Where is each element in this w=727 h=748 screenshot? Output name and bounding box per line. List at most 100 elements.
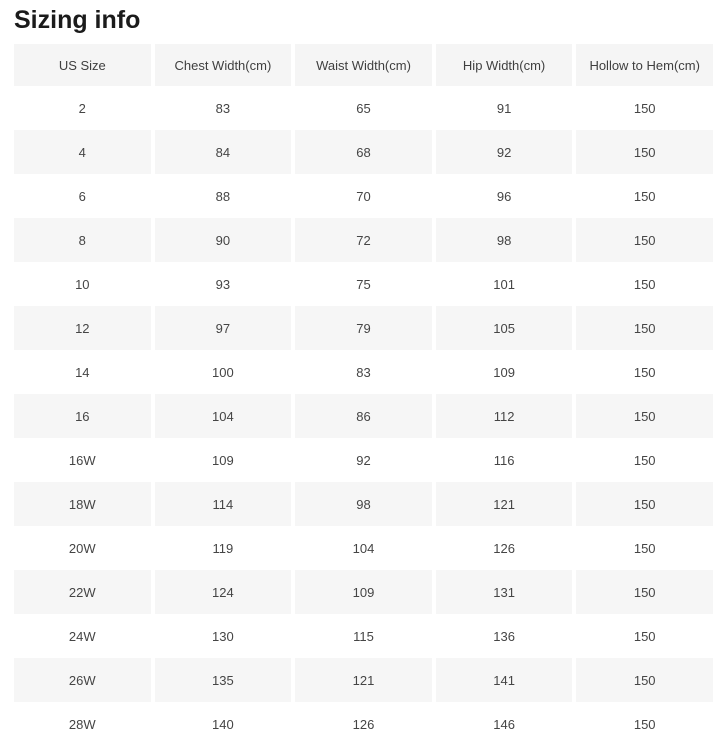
table-row: 6 88 70 96 150 [14,174,713,218]
cell-hip-width: 116 [435,438,573,482]
cell-chest-width: 97 [154,306,292,350]
cell-waist-width: 126 [295,702,432,746]
cell-chest-width: 100 [154,350,292,394]
cell-us-size: 6 [14,174,151,218]
cell-waist-width: 98 [295,482,432,526]
cell-us-size: 10 [14,262,151,306]
table-body: 2 83 65 91 150 4 84 68 92 150 6 88 70 96… [14,86,713,746]
table-row: 8 90 72 98 150 [14,218,713,262]
table-row: 28W 140 126 146 150 [14,702,713,746]
cell-hip-width: 98 [435,218,573,262]
table-row: 16W 109 92 116 150 [14,438,713,482]
table-row: 16 104 86 112 150 [14,394,713,438]
cell-hollow-to-hem: 150 [576,570,713,614]
cell-hollow-to-hem: 150 [576,262,713,306]
cell-chest-width: 104 [154,394,292,438]
cell-waist-width: 109 [295,570,432,614]
cell-hip-width: 112 [435,394,573,438]
cell-us-size: 8 [14,218,151,262]
cell-waist-width: 92 [295,438,432,482]
cell-waist-width: 72 [295,218,432,262]
cell-hip-width: 131 [435,570,573,614]
cell-us-size: 22W [14,570,151,614]
header-cell-chest-width: Chest Width(cm) [154,44,292,86]
cell-waist-width: 104 [295,526,432,570]
table-row: 10 93 75 101 150 [14,262,713,306]
cell-chest-width: 119 [154,526,292,570]
cell-waist-width: 68 [295,130,432,174]
cell-hip-width: 96 [435,174,573,218]
cell-chest-width: 135 [154,658,292,702]
cell-hollow-to-hem: 150 [576,86,713,130]
cell-us-size: 4 [14,130,151,174]
cell-chest-width: 124 [154,570,292,614]
cell-waist-width: 86 [295,394,432,438]
cell-hollow-to-hem: 150 [576,702,713,746]
table-row: 22W 124 109 131 150 [14,570,713,614]
cell-waist-width: 75 [295,262,432,306]
cell-us-size: 28W [14,702,151,746]
cell-chest-width: 84 [154,130,292,174]
cell-hip-width: 91 [435,86,573,130]
table-header-row: US Size Chest Width(cm) Waist Width(cm) … [14,44,713,86]
page-title: Sizing info [14,6,141,34]
cell-chest-width: 140 [154,702,292,746]
cell-hollow-to-hem: 150 [576,174,713,218]
cell-us-size: 12 [14,306,151,350]
table-row: 4 84 68 92 150 [14,130,713,174]
header-cell-hollow-to-hem: Hollow to Hem(cm) [576,44,713,86]
cell-us-size: 18W [14,482,151,526]
cell-us-size: 16 [14,394,151,438]
cell-us-size: 20W [14,526,151,570]
cell-hollow-to-hem: 150 [576,482,713,526]
table-row: 20W 119 104 126 150 [14,526,713,570]
cell-chest-width: 83 [154,86,292,130]
cell-us-size: 26W [14,658,151,702]
cell-us-size: 16W [14,438,151,482]
cell-hollow-to-hem: 150 [576,306,713,350]
sizing-table: US Size Chest Width(cm) Waist Width(cm) … [14,44,713,746]
table-row: 18W 114 98 121 150 [14,482,713,526]
cell-us-size: 2 [14,86,151,130]
cell-chest-width: 93 [154,262,292,306]
cell-hip-width: 92 [435,130,573,174]
header-cell-waist-width: Waist Width(cm) [295,44,432,86]
cell-us-size: 14 [14,350,151,394]
table-row: 24W 130 115 136 150 [14,614,713,658]
cell-waist-width: 65 [295,86,432,130]
cell-hip-width: 105 [435,306,573,350]
cell-waist-width: 115 [295,614,432,658]
cell-chest-width: 88 [154,174,292,218]
table-row: 2 83 65 91 150 [14,86,713,130]
cell-hollow-to-hem: 150 [576,526,713,570]
cell-us-size: 24W [14,614,151,658]
header-cell-hip-width: Hip Width(cm) [435,44,573,86]
table-row: 14 100 83 109 150 [14,350,713,394]
cell-chest-width: 90 [154,218,292,262]
cell-hip-width: 146 [435,702,573,746]
cell-hip-width: 109 [435,350,573,394]
cell-chest-width: 114 [154,482,292,526]
cell-hip-width: 101 [435,262,573,306]
cell-hip-width: 121 [435,482,573,526]
cell-hip-width: 136 [435,614,573,658]
header-cell-us-size: US Size [14,44,151,86]
cell-hip-width: 126 [435,526,573,570]
cell-hollow-to-hem: 150 [576,350,713,394]
cell-waist-width: 121 [295,658,432,702]
cell-hollow-to-hem: 150 [576,394,713,438]
cell-hollow-to-hem: 150 [576,438,713,482]
table-row: 12 97 79 105 150 [14,306,713,350]
cell-waist-width: 70 [295,174,432,218]
table-row: 26W 135 121 141 150 [14,658,713,702]
cell-hollow-to-hem: 150 [576,130,713,174]
cell-chest-width: 130 [154,614,292,658]
cell-waist-width: 79 [295,306,432,350]
cell-hollow-to-hem: 150 [576,218,713,262]
cell-hip-width: 141 [435,658,573,702]
cell-hollow-to-hem: 150 [576,614,713,658]
cell-chest-width: 109 [154,438,292,482]
cell-hollow-to-hem: 150 [576,658,713,702]
cell-waist-width: 83 [295,350,432,394]
